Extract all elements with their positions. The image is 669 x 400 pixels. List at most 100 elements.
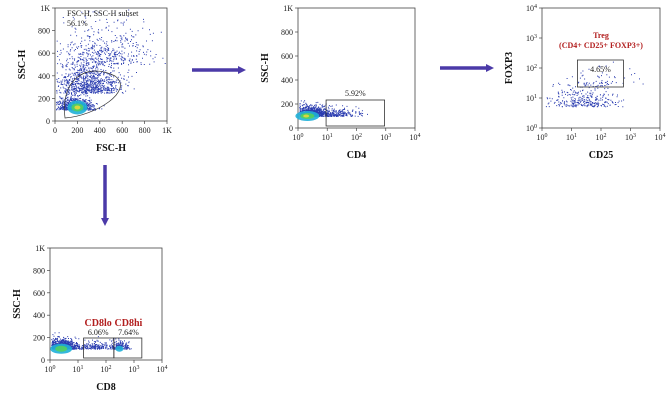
tick-exp: 4	[663, 133, 666, 139]
tick-exp: 1	[534, 94, 537, 100]
tick-base: 10	[526, 34, 534, 43]
x-tick-label: 102	[101, 365, 112, 374]
x-tick-label: 104	[655, 133, 666, 142]
tick-base: 10	[380, 133, 388, 142]
gate-percent: 6.06%	[88, 328, 109, 337]
x-tick-label: 101	[73, 365, 84, 374]
y-tick-label: 600	[281, 52, 293, 61]
x-axis-label: FSC-H	[96, 143, 126, 154]
y-tick-label: 0	[289, 124, 293, 133]
x-tick-label: 200	[71, 126, 83, 135]
tick-exp: 0	[534, 124, 537, 130]
density-spot	[303, 114, 310, 118]
tick-exp: 3	[137, 365, 140, 371]
gate-percent: 5.92%	[345, 89, 366, 98]
x-tick-label: 400	[94, 126, 106, 135]
tick-base: 10	[526, 94, 534, 103]
y-tick-label: 600	[33, 289, 45, 298]
tick-exp: 3	[388, 133, 391, 139]
tick-exp: 3	[633, 133, 636, 139]
scatter-dots	[56, 9, 166, 111]
tick-base: 10	[157, 365, 165, 374]
y-tick-label: 800	[33, 266, 45, 275]
tick-exp: 1	[330, 133, 333, 139]
density-spot	[55, 345, 68, 352]
y-axis-label: FOXP3	[504, 52, 515, 84]
tick-base: 10	[293, 133, 301, 142]
tick-exp: 4	[534, 4, 537, 10]
gate-label: CD8lo	[85, 318, 112, 329]
gate-percent: 56.1%	[67, 19, 88, 28]
x-axis-label: CD25	[589, 150, 613, 161]
x-tick-label: 103	[625, 133, 636, 142]
tick-base: 10	[526, 64, 534, 73]
x-tick-label: 1K	[162, 126, 172, 135]
gate-label: FSC-H, SSC-H subset	[67, 9, 139, 18]
y-tick-label: 200	[281, 100, 293, 109]
gate	[64, 70, 121, 119]
tick-exp: 1	[574, 133, 577, 139]
tick-exp: 2	[534, 64, 537, 70]
tick-base: 10	[596, 133, 604, 142]
y-tick-label: 400	[281, 76, 293, 85]
y-tick-label: 0	[46, 117, 50, 126]
y-axis-label: SSC-H	[17, 50, 28, 80]
tick-exp: 0	[545, 133, 548, 139]
y-tick-label: 400	[33, 311, 45, 320]
y-tick-label: 102	[526, 64, 537, 73]
tick-exp: 1	[81, 365, 84, 371]
x-tick-label: 104	[157, 365, 168, 374]
tick-base: 10	[410, 133, 418, 142]
tick-base: 10	[129, 365, 137, 374]
x-tick-label: 600	[116, 126, 128, 135]
gate-subtitle: (CD4+ CD25+ FOXP3+)	[559, 41, 643, 50]
y-tick-label: 800	[38, 27, 50, 36]
y-tick-label: 600	[38, 49, 50, 58]
gate	[325, 99, 385, 127]
x-tick-label: 100	[537, 133, 548, 142]
tick-exp: 0	[301, 133, 304, 139]
x-tick-label: 101	[566, 133, 577, 142]
gate	[113, 337, 143, 359]
y-tick-label: 100	[526, 124, 537, 133]
tick-base: 10	[351, 133, 359, 142]
x-tick-label: 102	[351, 133, 362, 142]
y-tick-label: 200	[33, 334, 45, 343]
gate-percent: 4.65%	[590, 65, 611, 74]
tick-base: 10	[566, 133, 574, 142]
density-spot	[74, 105, 81, 110]
tick-exp: 4	[418, 133, 421, 139]
y-tick-label: 1K	[283, 4, 293, 13]
x-tick-label: 104	[410, 133, 421, 142]
y-tick-label: 104	[526, 4, 537, 13]
tick-base: 10	[625, 133, 633, 142]
x-tick-label: 103	[380, 133, 391, 142]
x-tick-label: 0	[53, 126, 57, 135]
tick-exp: 4	[165, 365, 168, 371]
tick-exp: 2	[604, 133, 607, 139]
tick-base: 10	[322, 133, 330, 142]
tick-base: 10	[526, 124, 534, 133]
tick-base: 10	[45, 365, 53, 374]
gate-title: Treg	[593, 31, 609, 40]
x-tick-label: 800	[139, 126, 151, 135]
gate	[577, 59, 624, 88]
plot-frame	[297, 7, 416, 129]
y-axis-label: SSC-H	[12, 289, 23, 319]
tick-base: 10	[101, 365, 109, 374]
gate-percent: 7.64%	[118, 328, 139, 337]
x-tick-label: 103	[129, 365, 140, 374]
y-tick-label: 101	[526, 94, 537, 103]
x-axis-label: CD8	[96, 382, 115, 393]
y-tick-label: 0	[41, 356, 45, 365]
tick-exp: 2	[109, 365, 112, 371]
y-tick-label: 200	[38, 94, 50, 103]
y-tick-label: 103	[526, 34, 537, 43]
x-axis-label: CD4	[347, 150, 366, 161]
y-tick-label: 800	[281, 28, 293, 37]
x-tick-label: 102	[596, 133, 607, 142]
tick-exp: 3	[534, 34, 537, 40]
y-tick-label: 1K	[35, 244, 45, 253]
y-tick-label: 1K	[40, 4, 50, 13]
